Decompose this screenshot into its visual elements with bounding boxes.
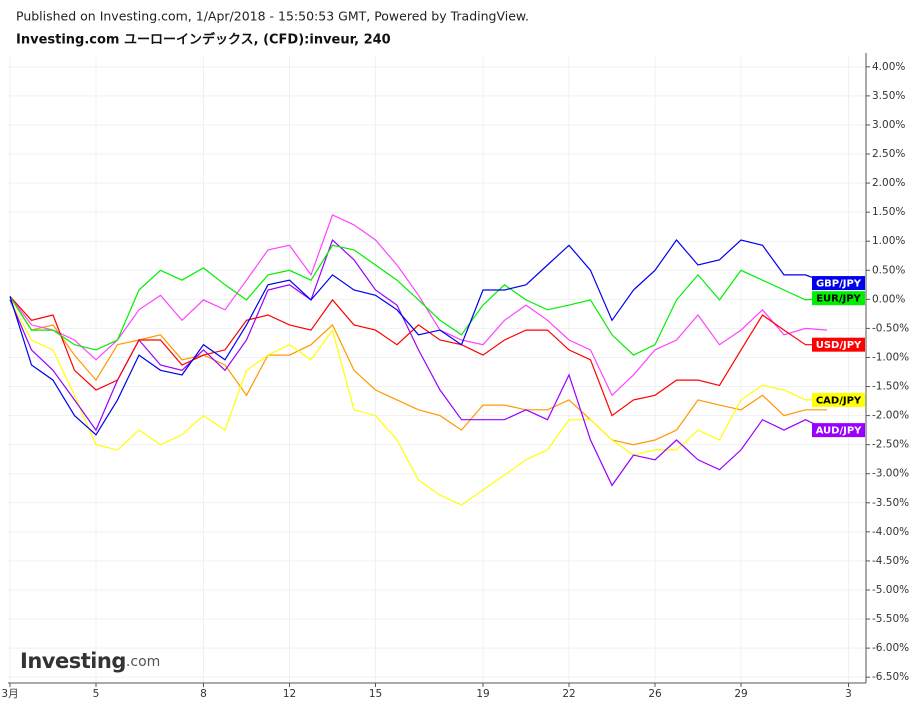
x-tick-label: 22 <box>562 688 575 700</box>
legend-label: AUD/JPY <box>816 426 863 437</box>
series-line <box>9 239 828 436</box>
series-line <box>9 238 828 487</box>
y-tick-label: -2.50% <box>872 439 909 451</box>
x-tick-label: 5 <box>93 688 100 700</box>
y-tick-label: -5.00% <box>872 584 909 596</box>
y-tick-label: -6.00% <box>872 642 909 654</box>
watermark: Investing.com <box>20 649 160 673</box>
x-tick-label: 15 <box>369 688 382 700</box>
legend-tag <box>812 423 865 438</box>
series-line <box>9 214 828 397</box>
x-tick-label: 19 <box>476 688 489 700</box>
y-tick-label: 0.00% <box>872 293 905 305</box>
series-line <box>9 299 827 506</box>
grid <box>8 57 866 683</box>
legend-label: USD/JPY <box>816 340 862 351</box>
series-line <box>9 244 828 356</box>
x-tick-label: 29 <box>734 688 747 700</box>
y-tick-label: 1.50% <box>872 206 905 218</box>
y-tick-label: 4.00% <box>872 61 905 73</box>
y-tick-label: 1.00% <box>872 235 905 247</box>
legend-label: EUR/JPY <box>816 294 861 305</box>
x-tick-label: 3 <box>845 688 852 700</box>
y-tick-label: -4.50% <box>872 555 909 567</box>
x-tick-label: 8 <box>200 688 207 700</box>
watermark-suffix: .com <box>126 654 160 670</box>
y-tick-label: 3.00% <box>872 119 905 131</box>
y-tick-label: -1.00% <box>872 351 909 363</box>
x-tick-label: 3月 <box>1 688 18 700</box>
legend-tag <box>812 276 865 291</box>
y-tick-label: -3.50% <box>872 497 909 509</box>
y-tick-label: 0.50% <box>872 264 905 276</box>
legend-tag <box>812 337 865 352</box>
series-line <box>9 295 827 417</box>
chart-title: Investing.com ユーローインデックス, (CFD):inveur, … <box>16 32 391 48</box>
y-tick-label: -3.00% <box>872 468 909 480</box>
y-tick-label: 3.50% <box>872 90 905 102</box>
y-tick-label: 2.50% <box>872 148 905 160</box>
published-note: Published on Investing.com, 1/Apr/2018 -… <box>16 9 529 24</box>
y-tick-label: -0.50% <box>872 322 909 334</box>
y-tick-label: -4.00% <box>872 526 909 538</box>
y-tick-label: -1.50% <box>872 381 909 393</box>
y-tick-label: 2.00% <box>872 177 905 189</box>
y-tick-label: -6.50% <box>872 671 909 683</box>
x-tick-label: 12 <box>283 688 296 700</box>
y-tick-label: -5.50% <box>872 613 909 625</box>
legend-label: GBP/JPY <box>816 279 862 290</box>
legend-label: CAD/JPY <box>816 395 862 406</box>
watermark-brand: Investing <box>20 649 126 673</box>
y-tick-label: -2.00% <box>872 410 909 422</box>
legend-tag <box>812 291 865 306</box>
x-tick-label: 26 <box>648 688 662 700</box>
legend-tag <box>812 392 865 407</box>
series-line <box>9 296 827 446</box>
